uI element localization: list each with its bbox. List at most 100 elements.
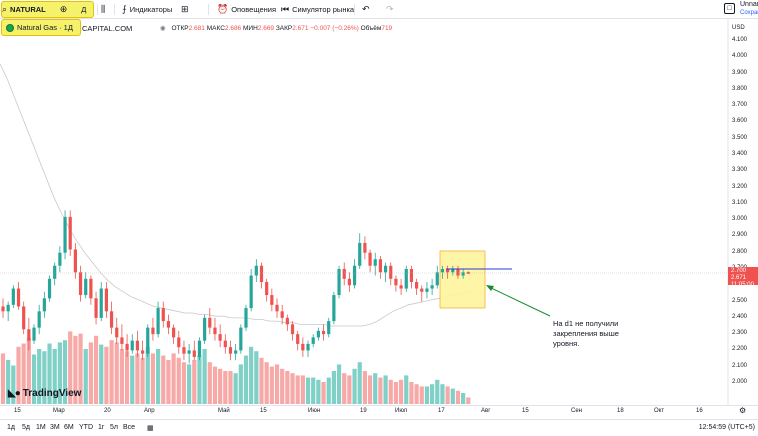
candle-body	[332, 295, 336, 322]
candle-body	[270, 295, 274, 305]
time-label: Мар	[53, 408, 65, 414]
volume-bar	[440, 384, 445, 404]
eye-icon[interactable]: ◉	[160, 25, 166, 32]
time-label: Окт	[654, 408, 665, 414]
calendar-range-icon[interactable]: ▦	[147, 425, 154, 432]
volume-bar	[383, 375, 388, 404]
volume-bar	[378, 377, 383, 404]
candle-body	[373, 259, 377, 266]
text-annotation[interactable]: На d1 не получили закрепления выше уровн…	[553, 319, 619, 348]
arrow-annotation[interactable]	[486, 285, 551, 317]
candle-body	[213, 327, 217, 335]
low-label: МИН	[243, 25, 258, 32]
price-label: 2.000	[732, 379, 748, 385]
save-label: Сохран	[740, 10, 758, 16]
symbol-search-button[interactable]: ⌕ NATURAL ⊕ Д	[1, 1, 94, 18]
candle-body	[32, 327, 36, 341]
tradingview-logo[interactable]: ◣● TradingView	[8, 388, 81, 399]
settings-gear-icon[interactable]: ⚙	[739, 406, 747, 415]
candle-body	[6, 304, 10, 312]
price-label: 3.600	[732, 118, 748, 125]
candle-body	[84, 278, 88, 296]
time-label: Май	[218, 408, 230, 414]
volume-bar	[352, 368, 357, 404]
layout-icon[interactable]: □	[724, 3, 735, 14]
candle-body	[358, 242, 362, 266]
range-button-1y[interactable]: 1г	[98, 424, 105, 431]
layout-name-button[interactable]: Unnan Сохран	[740, 1, 758, 17]
plus-circle-icon[interactable]: ⊕	[59, 4, 68, 14]
volume-bar	[435, 379, 440, 404]
replay-label: Симулятор рынка	[292, 5, 355, 14]
range-button-5d[interactable]: 5д	[22, 424, 30, 431]
candle-body	[461, 272, 465, 276]
indicators-button[interactable]: ⨍ Индикаторы	[122, 1, 172, 18]
volume-bar	[290, 373, 295, 404]
volume-bar	[455, 390, 461, 404]
toolbar-divider	[114, 4, 115, 15]
candle-body	[177, 337, 181, 348]
price-label: 3.700	[732, 102, 748, 109]
volume-bar	[404, 375, 409, 404]
price-label: 4.000	[732, 53, 748, 60]
candle-body	[182, 347, 186, 354]
replay-button[interactable]: ⏮ Симулятор рынка	[281, 1, 354, 18]
candle-body	[435, 272, 439, 286]
redo-button[interactable]: ↷	[386, 1, 394, 18]
undo-button[interactable]: ↶	[362, 1, 370, 18]
volume-bar	[357, 362, 362, 404]
interval-button[interactable]: Д	[81, 5, 87, 14]
series-title[interactable]: Natural Gas · 1Д	[1, 19, 81, 36]
replay-icon: ⏮	[281, 4, 290, 14]
alerts-button[interactable]: ⏰ Оповещения	[217, 1, 276, 18]
volume-bar	[342, 373, 347, 404]
range-button-6m[interactable]: 6М	[64, 424, 74, 431]
candles	[1, 210, 470, 364]
volume-bar	[99, 344, 104, 404]
volume-bar	[218, 368, 223, 404]
bar-style-button[interactable]: ⫼	[101, 1, 105, 18]
tradingview-logo-icon: ◣●	[8, 388, 21, 399]
range-button-3m[interactable]: 3М	[50, 424, 60, 431]
candle-body	[89, 278, 93, 299]
volume-bar	[124, 351, 130, 404]
time-axis[interactable]: 15 Мар 20 Апр Май 15 Июн 19 Июл 17 Авг 1…	[0, 405, 758, 418]
candle-body	[37, 311, 41, 328]
candle-body	[1, 306, 5, 312]
volume-bar	[243, 355, 249, 404]
price-label: 4.100	[732, 37, 748, 43]
candle-body	[104, 288, 108, 312]
candle-body	[409, 269, 414, 283]
volume-bar	[11, 365, 16, 404]
price-label: 2.200	[732, 346, 748, 353]
volume-bar	[450, 388, 455, 404]
volume-bar	[83, 349, 88, 404]
alarm-clock-icon: ⏰	[217, 4, 229, 14]
time-label: 15	[260, 408, 267, 414]
volume-bar	[135, 353, 140, 404]
volume-bar	[367, 375, 373, 404]
price-chart[interactable]	[0, 19, 758, 405]
range-button-1d[interactable]: 1д	[7, 424, 15, 431]
range-button-ytd[interactable]: YTD	[79, 424, 93, 431]
clock-timezone[interactable]: 12:54:59 (UTC+5)	[698, 424, 755, 431]
currency-label[interactable]: USD	[732, 25, 745, 31]
candle-body	[140, 350, 145, 354]
range-button-all[interactable]: Все	[123, 424, 136, 431]
range-button-5y[interactable]: 5л	[110, 424, 118, 431]
candle-body	[321, 330, 326, 335]
candle-body	[78, 272, 83, 296]
bar-style-icon: ⫼	[101, 4, 106, 14]
volume-bar	[280, 368, 285, 404]
candle-body	[342, 269, 346, 279]
highlight-box	[439, 250, 486, 309]
candle-body	[249, 275, 253, 309]
candle-body	[187, 350, 191, 354]
candle-body	[218, 334, 222, 341]
layouts-button[interactable]: ⊞	[181, 1, 189, 18]
range-button-1m[interactable]: 1М	[36, 424, 46, 431]
time-label: Апр	[144, 408, 155, 414]
candle-body	[11, 288, 15, 305]
price-label: 3.300	[732, 167, 748, 174]
volume-bar	[274, 364, 280, 404]
